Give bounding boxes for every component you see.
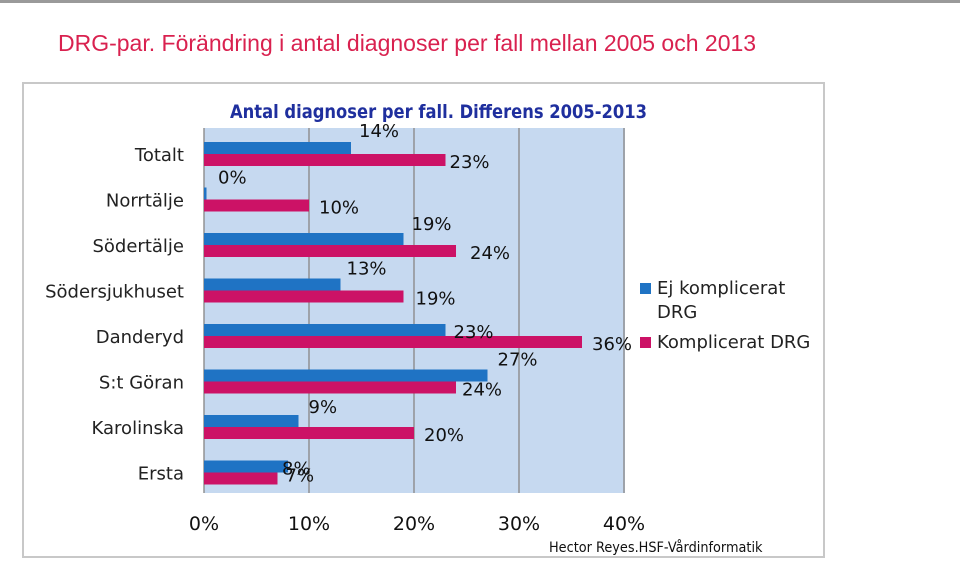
slide-title: DRG-par. Förändring i antal diagnoser pe… <box>58 30 757 56</box>
legend-label: Ej komplicerat DRG <box>657 278 786 323</box>
bar-ej-komplicerat <box>204 233 404 245</box>
bar-ej-komplicerat <box>204 142 351 154</box>
data-label: 14% <box>359 121 399 142</box>
top-rule <box>0 0 960 3</box>
legend-item-komplicerat: Komplicerat DRG <box>640 331 817 355</box>
data-label: 23% <box>450 152 490 173</box>
data-label: 19% <box>416 289 456 310</box>
data-label: 19% <box>412 214 452 235</box>
chart-title: Antal diagnoser per fall. Differens 2005… <box>230 101 648 123</box>
bar-ej-komplicerat <box>204 369 488 382</box>
bar-ej-komplicerat <box>204 278 341 291</box>
x-tick-label: 10% <box>288 513 330 535</box>
bar-ej-komplicerat <box>204 415 299 427</box>
bar-komplicerat <box>204 427 414 439</box>
x-tick-label: 0% <box>189 513 219 535</box>
bar-ej-komplicerat <box>204 324 446 336</box>
x-tick-labels: 0% 10% 20% 30% 40% <box>189 513 645 535</box>
x-tick-label: 20% <box>393 513 435 535</box>
data-label: 10% <box>319 198 359 219</box>
data-label: 20% <box>424 425 464 446</box>
data-label: 9% <box>309 397 338 418</box>
category-label: Södertälje <box>92 236 184 257</box>
legend-swatch-blue <box>640 283 651 294</box>
bar-komplicerat <box>204 472 278 485</box>
category-label: Totalt <box>134 145 184 166</box>
category-labels: Totalt Norrtälje Södertälje Södersjukhuset D… <box>45 145 184 485</box>
category-label: Ersta <box>138 464 184 485</box>
data-label: 24% <box>462 380 502 401</box>
bar-ej-komplicerat <box>204 187 207 200</box>
bar-komplicerat <box>204 290 404 303</box>
bars <box>204 142 582 485</box>
data-label: 27% <box>498 350 538 371</box>
bar-komplicerat <box>204 336 582 348</box>
legend-label: Komplicerat DRG <box>657 332 811 353</box>
legend-item-ej-komplicerat: Ej komplicerat DRG <box>640 277 817 325</box>
bar-komplicerat <box>204 199 309 212</box>
category-label: Karolinska <box>92 418 184 439</box>
category-label: S:t Göran <box>99 373 184 394</box>
data-label: 23% <box>454 322 494 343</box>
data-label: 7% <box>286 466 315 487</box>
credit-text: Hector Reyes.HSF-Vårdinformatik <box>549 540 763 556</box>
legend: Ej komplicerat DRG Komplicerat DRG <box>640 277 817 361</box>
x-tick-label: 30% <box>498 513 540 535</box>
data-label: 13% <box>347 259 387 280</box>
bar-komplicerat <box>204 245 456 257</box>
legend-swatch-pink <box>640 337 651 348</box>
category-label: Danderyd <box>96 327 184 348</box>
bar-komplicerat <box>204 154 446 166</box>
category-label: Norrtälje <box>106 191 184 212</box>
data-label: 36% <box>592 334 632 355</box>
data-label: 24% <box>470 243 510 264</box>
category-label: Södersjukhuset <box>45 282 184 303</box>
data-label: 0% <box>218 168 247 189</box>
data-label: 8% <box>282 459 311 480</box>
bar-ej-komplicerat <box>204 460 288 473</box>
bar-komplicerat <box>204 381 456 394</box>
data-labels: 14% 23% 0% 10% 19% 24% 13% 19% 23% 36% 27% 24% 9% 20%… <box>218 121 632 487</box>
x-tick-label: 40% <box>603 513 645 535</box>
